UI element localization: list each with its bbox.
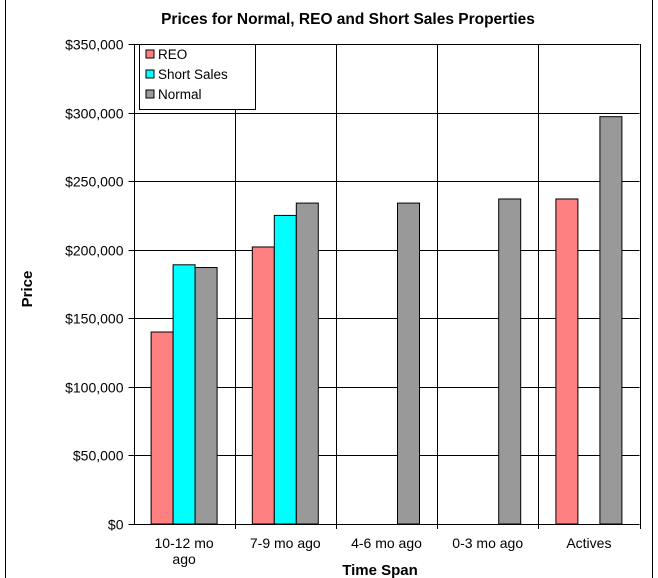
y-tick-label: $200,000 (65, 243, 124, 259)
legend-box (139, 44, 256, 110)
chart-title: Prices for Normal, REO and Short Sales P… (161, 11, 535, 28)
legend: REO Short Sales Normal (139, 44, 256, 110)
legend-label: Normal (158, 87, 202, 102)
y-tick-label: $300,000 (65, 106, 124, 122)
legend-label: Short Sales (158, 67, 228, 82)
y-tick-labels: $0 $50,000 $100,000 $150,000 $200,000 $250,00… (65, 37, 124, 533)
bar-reo (251, 246, 275, 525)
x-tick-labels: 10-12 mo ago 7-9 mo ago 4-6 mo ago 0-3 mo ag… (155, 535, 612, 567)
x-tick-label: Actives (566, 535, 611, 551)
legend-swatch (145, 69, 155, 79)
y-tick-label: $50,000 (73, 448, 124, 464)
x-tick-label: 4-6 mo ago (351, 535, 422, 551)
x-tick-label: 0-3 mo ago (452, 535, 523, 551)
bar-reo (150, 331, 174, 525)
legend-swatch (145, 49, 155, 59)
bar-reo (555, 198, 579, 525)
bar-normal (397, 202, 420, 525)
bar-short-sales (273, 214, 297, 525)
x-tick-label: 7-9 mo ago (250, 535, 321, 551)
bar-normal (295, 202, 319, 525)
bars (150, 116, 623, 525)
x-axis-title: Time Span (342, 562, 418, 578)
y-tick-label: $0 (108, 517, 124, 533)
bar-normal (498, 198, 522, 525)
bar-short-sales (172, 264, 196, 525)
legend-label: REO (158, 47, 187, 62)
y-tick-label: $100,000 (65, 380, 124, 396)
gridlines (128, 44, 641, 529)
bar-normal (194, 267, 218, 525)
y-axis-title: Price (19, 271, 36, 308)
y-tick-label: $150,000 (65, 311, 124, 327)
y-tick-label: $250,000 (65, 174, 124, 190)
bar-normal (599, 116, 623, 525)
x-tick-label: 10-12 mo ago (155, 535, 214, 567)
y-tick-label: $350,000 (65, 37, 124, 53)
legend-swatch (145, 89, 155, 99)
